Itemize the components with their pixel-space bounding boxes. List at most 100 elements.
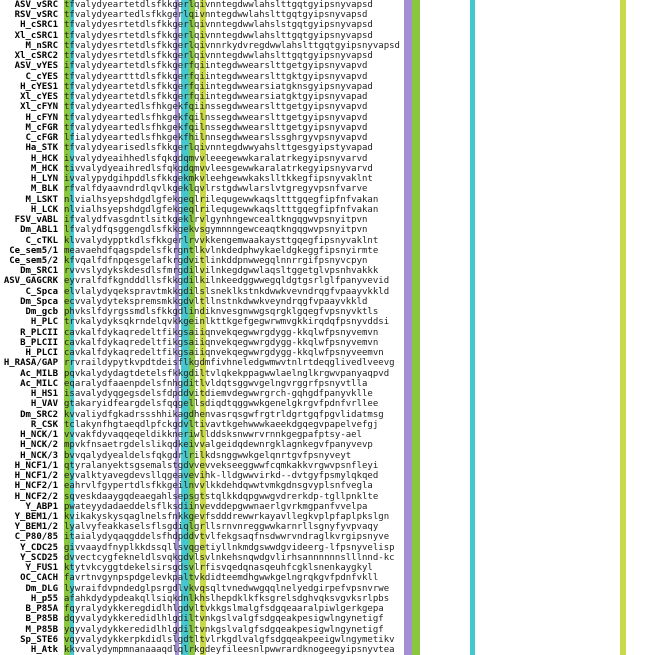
conserved-column-shade: [175, 522, 179, 533]
conserved-column-shade: [404, 337, 412, 349]
sequence-residues: eyvralfdfkgndddllsfkkgdilkilnkeedggwwegq…: [64, 276, 390, 287]
sequence-residues: qtyralanyektsgsemalstgdvvevvekseeggwwfcq…: [64, 460, 379, 471]
conserved-column-shade: [404, 51, 412, 62]
conserved-column-shade: [189, 0, 195, 11]
conserved-column-shade: [181, 501, 189, 512]
conserved-column-shade: [200, 307, 206, 318]
conserved-column-shade: [620, 174, 626, 185]
alignment-row: H_cSRC1 tfvalydyesrtetdlsfkkgerlqivnntegd…: [0, 20, 666, 31]
alignment-row: B_P85A fqyralydykkeregdidlhlgdvltvkkgslma…: [0, 604, 666, 615]
sequence-residues: isavalydyqgegsdelsfdpddvitdiemvdegwwrgrc…: [64, 389, 373, 400]
conserved-column-shade: [70, 512, 74, 523]
conserved-column-shade: [412, 419, 420, 431]
conserved-column-shade: [620, 614, 626, 625]
conserved-column-shade: [412, 552, 420, 564]
conserved-column-shade: [200, 276, 206, 287]
conserved-column-shade: [470, 10, 475, 21]
conserved-column-shade: [189, 583, 195, 594]
conserved-column-shade: [200, 143, 206, 154]
conserved-column-shade: [404, 348, 412, 359]
conserved-column-shade: [200, 71, 206, 82]
conserved-column-shade: [70, 307, 74, 318]
conserved-column-shade: [64, 471, 70, 482]
conserved-column-shade: [175, 634, 179, 646]
alignment-row: R_PLCII cavkalfdykaqredeltfikgsaiiqnvekqe…: [0, 327, 666, 338]
conserved-column-shade: [189, 593, 195, 605]
conserved-column-shade: [70, 40, 74, 52]
sequence-residues: eyvalktyavegdevsllqgeavevihk-lldgwwvirkd…: [64, 471, 379, 482]
conserved-column-shade: [189, 266, 195, 277]
conserved-column-shade: [200, 378, 206, 390]
conserved-column-shade: [412, 81, 420, 93]
sequence-name: H_cFYN: [25, 112, 58, 123]
alignment-row: M_P85B yqyvalydykkeredidlhlgdiltvnkgslval…: [0, 624, 666, 635]
conserved-column-shade: [189, 215, 195, 226]
conserved-column-shade: [64, 532, 70, 543]
alignment-row: C_P80/85 itaialydyqaqgddelsfhdpddvtvlfekg…: [0, 532, 666, 543]
conserved-column-shade: [181, 225, 189, 236]
conserved-column-shade: [181, 30, 189, 41]
conserved-column-shade: [70, 163, 74, 175]
conserved-column-shade: [200, 122, 206, 134]
conserved-column-shade: [70, 266, 74, 277]
sequence-name: M_BLK: [30, 184, 58, 195]
conserved-column-shade: [70, 256, 74, 267]
conserved-column-shade: [620, 409, 626, 420]
conserved-column-shade: [412, 122, 420, 134]
conserved-column-shade: [200, 61, 206, 72]
conserved-column-shade: [200, 450, 206, 461]
conserved-column-shade: [470, 614, 475, 625]
conserved-column-shade: [64, 358, 70, 369]
conserved-column-shade: [200, 460, 206, 472]
conserved-column-shade: [200, 583, 206, 594]
conserved-column-shade: [470, 604, 475, 615]
conserved-column-shade: [64, 440, 70, 451]
conserved-column-shade: [181, 522, 189, 533]
conserved-column-shade: [470, 174, 475, 185]
conserved-column-shade: [70, 296, 74, 308]
conserved-column-shade: [181, 327, 189, 338]
conserved-column-shade: [64, 481, 70, 492]
conserved-column-shade: [64, 112, 70, 123]
sequence-name: Sp_STE6: [20, 634, 58, 645]
sequence-name: C_cFGR: [25, 133, 58, 144]
conserved-column-shade: [189, 102, 195, 113]
conserved-column-shade: [64, 614, 70, 625]
conserved-column-shade: [470, 245, 475, 256]
conserved-column-shade: [175, 194, 179, 205]
alignment-row: H_VAV gtakaryidfeargdelsfqqgellsdiqdtqggw…: [0, 399, 666, 410]
alignment-row: Y_SCD25 dvvectcygfekneldlsvqkgdvlsvlnkehs…: [0, 552, 666, 564]
conserved-column-shade: [412, 102, 420, 113]
conserved-column-shade: [175, 471, 179, 482]
alignment-row: Xl_cSRC2 tfvalydyesrtetdlsfkkgerlqivnnteg…: [0, 51, 666, 62]
conserved-column-shade: [200, 215, 206, 226]
conserved-column-shade: [404, 266, 412, 277]
conserved-column-shade: [470, 583, 475, 594]
conserved-column-shade: [64, 307, 70, 318]
conserved-column-shade: [470, 92, 475, 103]
conserved-column-shade: [404, 0, 412, 11]
conserved-column-shade: [189, 61, 195, 72]
conserved-column-shade: [404, 143, 412, 154]
conserved-column-shade: [404, 542, 412, 553]
conserved-column-shade: [404, 225, 412, 236]
conserved-column-shade: [175, 40, 179, 52]
conserved-column-shade: [412, 430, 420, 441]
conserved-column-shade: [404, 71, 412, 82]
conserved-column-shade: [175, 266, 179, 277]
sequence-residues: eahrvlfgypertdlsfkkgeilnvvlkkdehdqwwtvmk…: [64, 481, 373, 492]
conserved-column-shade: [70, 276, 74, 287]
conserved-column-shade: [175, 337, 179, 349]
conserved-column-shade: [620, 481, 626, 492]
sequence-name: Xl_cFYN: [20, 102, 58, 113]
conserved-column-shade: [412, 522, 420, 533]
conserved-column-shade: [470, 215, 475, 226]
conserved-column-shade: [181, 624, 189, 635]
conserved-column-shade: [470, 276, 475, 287]
conserved-column-shade: [412, 276, 420, 287]
conserved-column-shade: [412, 10, 420, 21]
alignment-row: M_LSKT nlvialhsyepshdgdlgfekgeqlrilequgew…: [0, 194, 666, 205]
conserved-column-shade: [200, 501, 206, 512]
conserved-column-shade: [412, 194, 420, 205]
conserved-column-shade: [404, 368, 412, 379]
